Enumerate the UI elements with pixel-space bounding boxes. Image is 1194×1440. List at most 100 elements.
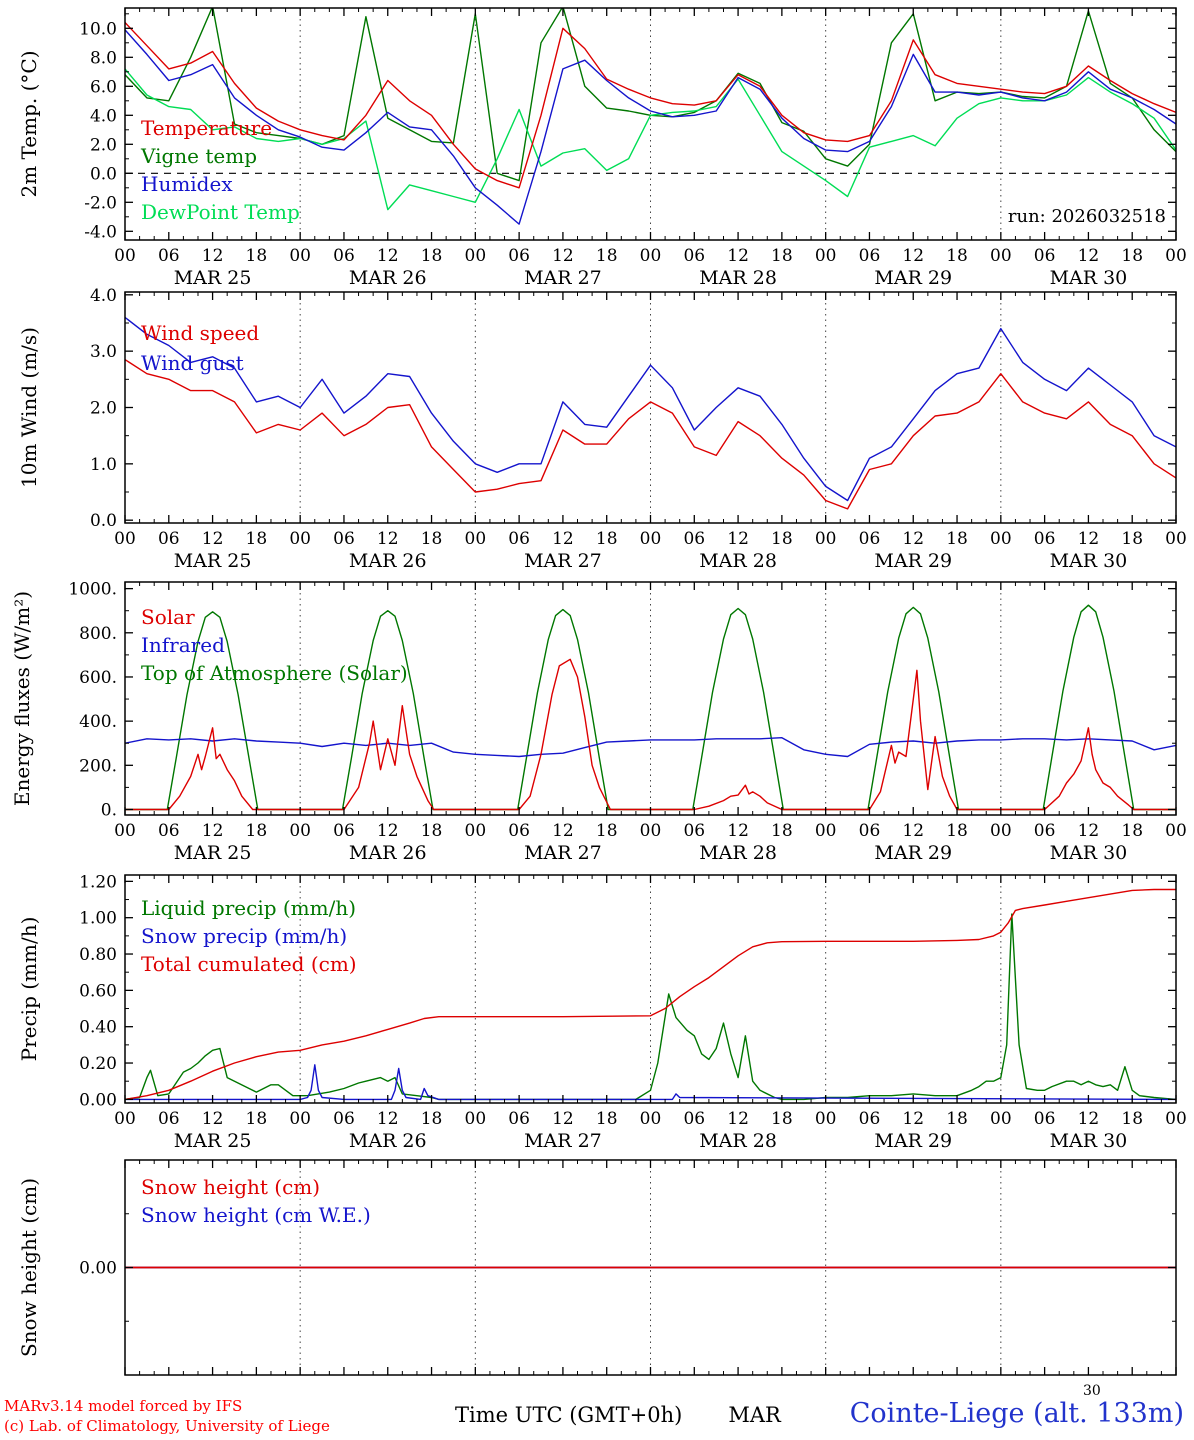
series-top-of-atmosphere	[125, 604, 1176, 811]
day-label: MAR 27	[524, 550, 602, 572]
x-tick-label: 06	[1034, 1109, 1056, 1129]
y-tick-label: 0.40	[79, 1018, 117, 1038]
x-tick-label: 00	[114, 529, 136, 549]
x-tick-label: 12	[552, 1109, 574, 1129]
x-tick-label: 06	[859, 529, 881, 549]
x-tick-label: 18	[596, 821, 618, 841]
series-humidex	[125, 29, 1176, 225]
day-label: MAR 29	[874, 267, 952, 289]
day-label: MAR 26	[349, 1130, 427, 1152]
day-label: MAR 30	[1050, 842, 1128, 864]
x-tick-label: 18	[771, 1109, 793, 1129]
x-tick-label: 18	[771, 821, 793, 841]
y-axis-label: Snow height (cm)	[17, 1178, 41, 1357]
y-tick-label: 1.0	[90, 455, 117, 475]
y-tick-label: 8.0	[90, 48, 117, 68]
day-label: MAR 25	[174, 842, 252, 864]
legend-item: Solar	[141, 605, 195, 629]
day-label: MAR 25	[174, 550, 252, 572]
day-label: MAR 28	[699, 267, 777, 289]
x-tick-label: 12	[552, 821, 574, 841]
y-tick-label: 0.00	[79, 1259, 117, 1279]
x-tick-label: 18	[946, 821, 968, 841]
station-label: Cointe-Liege (alt. 133m)	[849, 1398, 1184, 1429]
x-tick-label: 18	[246, 529, 268, 549]
x-tick-label: 12	[727, 529, 749, 549]
x-tick-label: 06	[158, 529, 180, 549]
x-tick-label: 06	[158, 1109, 180, 1129]
day-label: MAR 25	[174, 1130, 252, 1152]
x-tick-label: 00	[289, 821, 311, 841]
x-tick-label: 06	[683, 821, 705, 841]
x-tick-label: 18	[421, 246, 443, 266]
x-tick-label: 00	[465, 529, 487, 549]
legend-item: Snow height (cm)	[141, 1175, 320, 1199]
x-tick-label: 00	[289, 246, 311, 266]
series-infrared	[125, 737, 1176, 758]
x-tick-label: 12	[377, 1109, 399, 1129]
day-label: MAR 28	[699, 1130, 777, 1152]
x-tick-label: 12	[377, 529, 399, 549]
x-tick-label: 00	[990, 1109, 1012, 1129]
day-label: MAR 27	[524, 267, 602, 289]
y-tick-label: 10.0	[79, 19, 117, 39]
x-tick-label: 12	[1078, 246, 1100, 266]
series-group	[125, 888, 1176, 1101]
day-label: MAR 28	[699, 842, 777, 864]
y-tick-label: 0.20	[79, 1054, 117, 1074]
x-tick-label: 00	[815, 246, 837, 266]
x-tick-label: 12	[202, 1109, 224, 1129]
series-total-cumulated	[125, 888, 1176, 1101]
day-label: MAR 26	[349, 842, 427, 864]
x-tick-label: 18	[1121, 1109, 1143, 1129]
series-wind-gust	[125, 316, 1176, 502]
y-tick-label: 600.	[79, 668, 117, 688]
x-tick-label: 00	[640, 1109, 662, 1129]
x-tick-label: 12	[202, 246, 224, 266]
legend-item: Snow height (cm W.E.)	[141, 1203, 371, 1227]
stray-tick-label: 30	[1083, 1383, 1101, 1399]
y-tick-label: 4.0	[90, 286, 117, 306]
x-tick-label: 18	[421, 821, 443, 841]
x-tick-label: 00	[1165, 529, 1187, 549]
day-label: MAR 27	[524, 842, 602, 864]
x-tick-label: 18	[1121, 821, 1143, 841]
day-label: MAR 30	[1050, 267, 1128, 289]
x-tick-label: 12	[552, 529, 574, 549]
x-tick-label: 00	[990, 821, 1012, 841]
x-tick-label: 06	[333, 1109, 355, 1129]
legend-item: Vigne temp	[140, 144, 257, 168]
x-tick-label: 00	[114, 821, 136, 841]
x-tick-label: 12	[202, 821, 224, 841]
x-tick-label: 00	[1165, 821, 1187, 841]
x-tick-label: 00	[815, 821, 837, 841]
x-tick-label: 06	[1034, 529, 1056, 549]
day-label: MAR 26	[349, 267, 427, 289]
series-solar	[125, 658, 1176, 811]
x-tick-label: 06	[1034, 246, 1056, 266]
day-label: MAR 26	[349, 550, 427, 572]
series-dewpoint-temp	[125, 68, 1176, 211]
x-tick-label: 12	[202, 529, 224, 549]
x-tick-label: 12	[902, 529, 924, 549]
legend-item: Infrared	[141, 633, 225, 657]
time-utc-label: Time UTC (GMT+0h)	[455, 1403, 683, 1427]
x-tick-label: 06	[683, 1109, 705, 1129]
run-label: run: 2026032518	[1008, 206, 1166, 227]
x-tick-label: 00	[815, 1109, 837, 1129]
x-tick-label: 00	[640, 529, 662, 549]
x-tick-label: 00	[289, 529, 311, 549]
x-tick-label: 06	[859, 246, 881, 266]
y-tick-label: 1.00	[79, 909, 117, 929]
x-tick-label: 06	[333, 246, 355, 266]
x-tick-label: 12	[902, 246, 924, 266]
day-label: MAR 30	[1050, 1130, 1128, 1152]
x-tick-label: 00	[114, 1109, 136, 1129]
y-tick-label: 2.0	[90, 135, 117, 155]
x-tick-label: 06	[158, 821, 180, 841]
y-tick-label: -2.0	[84, 193, 117, 213]
x-tick-label: 00	[114, 246, 136, 266]
panel-snow: 0.00 Snow height (cm) Snow height (cm) Snow…	[17, 1159, 1177, 1376]
x-tick-label: 12	[727, 1109, 749, 1129]
x-tick-label: 00	[1165, 1109, 1187, 1129]
